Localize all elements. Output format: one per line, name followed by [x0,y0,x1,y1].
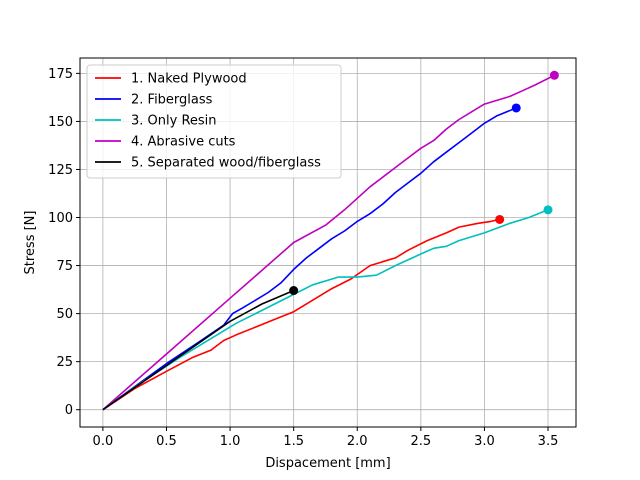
x-tick-label: 3.5 [538,434,559,449]
axis-ticks: 0.0 0.5 1.0 1.5 2.0 2.5 3.0 3.5 0 25 50 75 100 125 150… [48,67,558,449]
x-tick-label: 2.0 [347,434,368,449]
y-tick-label: 175 [48,67,73,82]
y-axis-label: Stress [N] [23,211,38,275]
x-tick-label: 0.5 [156,434,177,449]
series-end-marker [495,214,505,224]
x-tick-label: 1.5 [283,434,304,449]
series-end-marker [549,70,559,80]
legend-label: 4. Abrasive cuts [131,135,236,150]
x-tick-label: 0.0 [93,434,114,449]
series-end-marker [543,205,553,215]
legend-label: 1. Naked Plywood [131,72,247,87]
x-tick-label: 1.0 [220,434,241,449]
y-tick-label: 100 [48,211,73,226]
y-tick-label: 125 [48,163,73,178]
x-tick-label: 3.0 [474,434,495,449]
x-tick-label: 2.5 [410,434,431,449]
legend-label: 3. Only Resin [131,114,217,129]
y-tick-label: 25 [56,355,73,370]
series-line [102,74,555,411]
y-tick-label: 75 [56,259,73,274]
series-line [102,209,549,411]
plot-frame [79,57,577,428]
series-line [102,107,517,411]
series-end-marker [289,286,299,296]
series-line [102,289,295,411]
y-tick-label: 50 [56,307,73,322]
series-end-marker [511,103,521,113]
legend-label: 2. Fiberglass [131,93,213,108]
series-line [102,218,500,411]
legend: 1. Naked Plywood 2. Fiberglass 3. Only Res… [86,64,342,179]
y-tick-label: 0 [65,403,73,418]
legend-label: 5. Separated wood/fiberglass [131,156,321,171]
series-lines [102,70,559,411]
x-axis-label: Dispacement [mm] [265,456,390,471]
y-tick-label: 150 [48,115,73,130]
legend-box [86,64,342,179]
